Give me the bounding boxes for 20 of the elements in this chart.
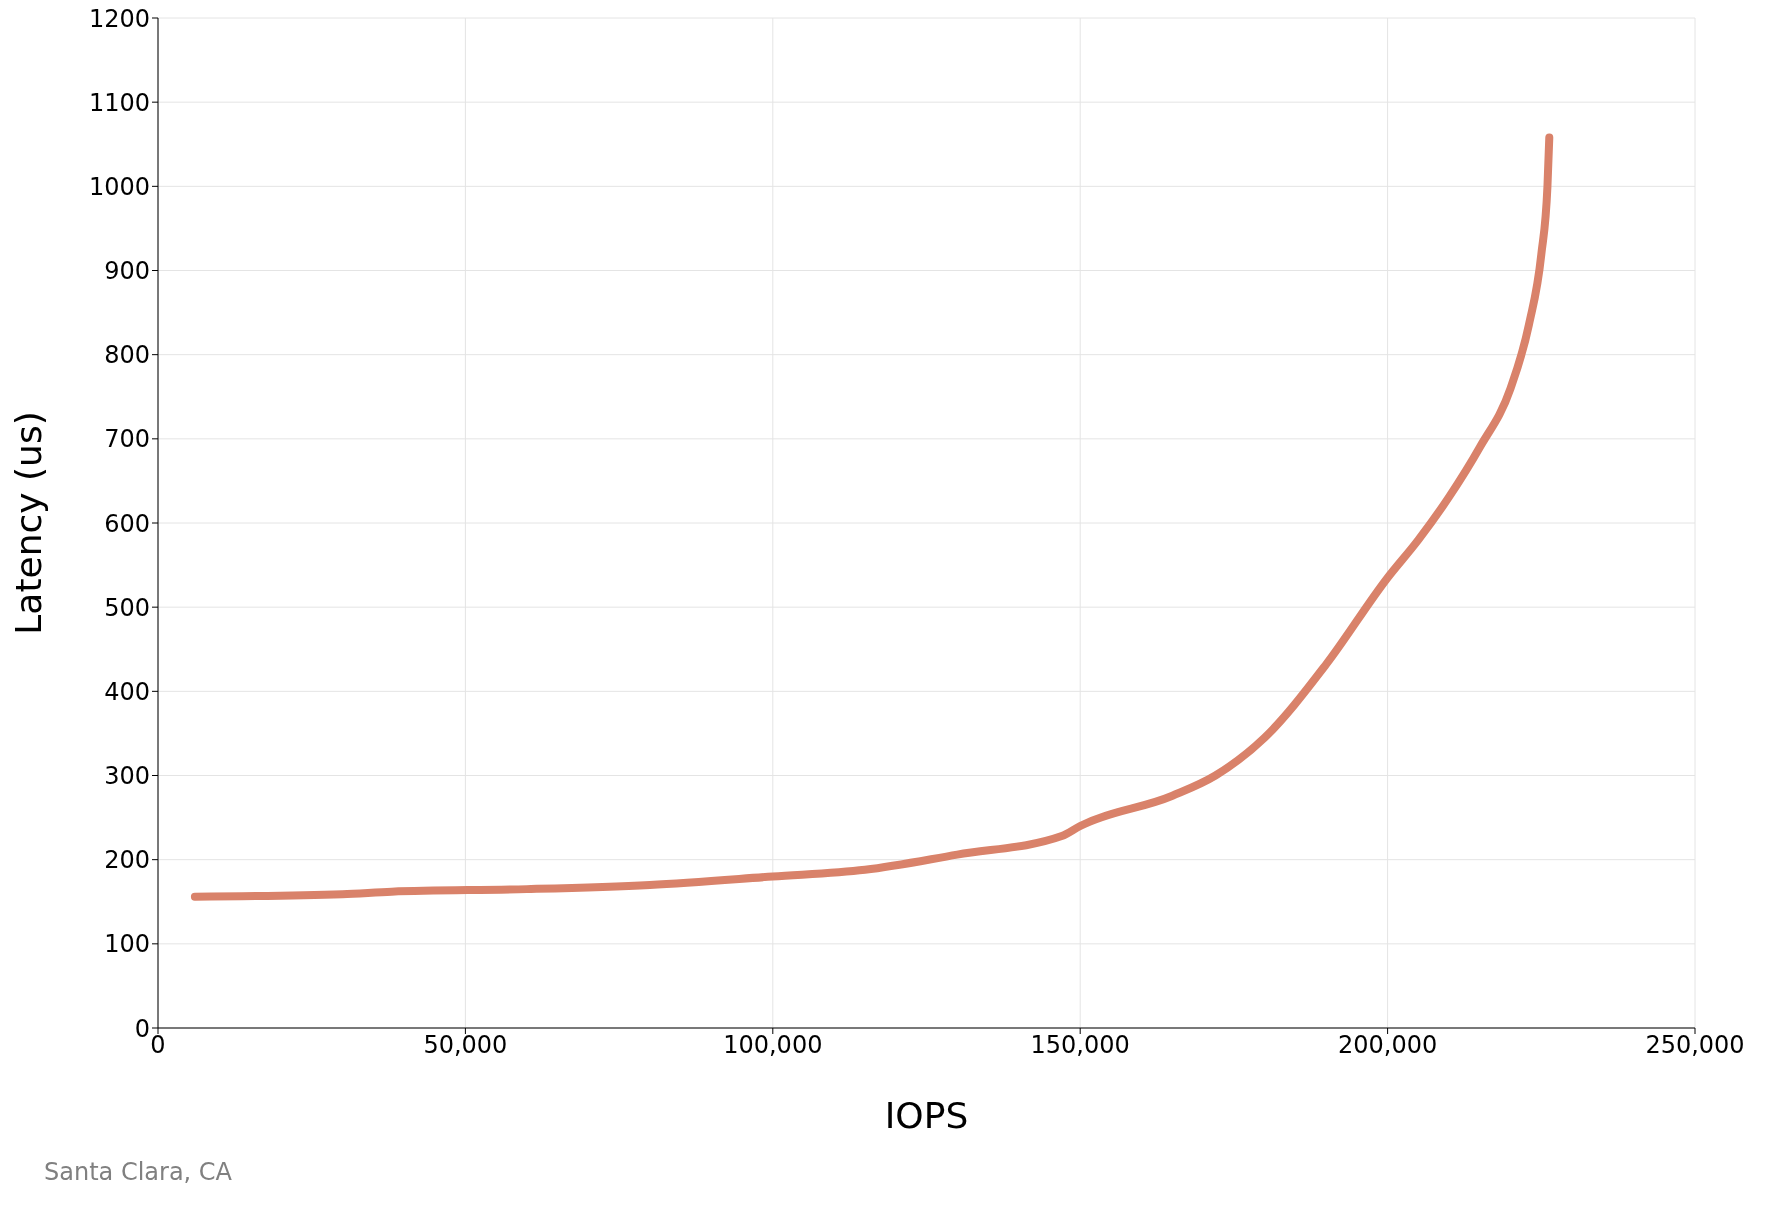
y-tick-label: 400 — [104, 677, 150, 706]
y-tick-label: 800 — [104, 341, 150, 370]
y-tick-label: 600 — [104, 509, 150, 538]
x-tick-label: 150,000 — [1030, 1031, 1130, 1060]
y-tick-label: 300 — [104, 762, 150, 791]
y-axis-title: Latency (us) — [7, 411, 49, 635]
y-tick-label: 200 — [104, 846, 150, 875]
x-tick-label: 100,000 — [723, 1031, 823, 1060]
x-tick-label: 50,000 — [423, 1031, 508, 1060]
y-tick-label: 1200 — [88, 4, 150, 33]
y-tick-label: 900 — [104, 257, 150, 286]
x-tick-label: 200,000 — [1337, 1031, 1438, 1060]
x-axis-title: IOPS — [884, 1095, 969, 1136]
y-tick-label: 700 — [104, 425, 150, 454]
y-tick-label: 100 — [104, 930, 150, 959]
y-tick-label: 500 — [104, 593, 150, 622]
y-tick-label: 1100 — [88, 88, 150, 117]
text: Santa Clara, CA — [44, 1158, 233, 1186]
y-tick-label: 1000 — [88, 172, 150, 201]
x-tick-label: 250,000 — [1645, 1031, 1745, 1060]
